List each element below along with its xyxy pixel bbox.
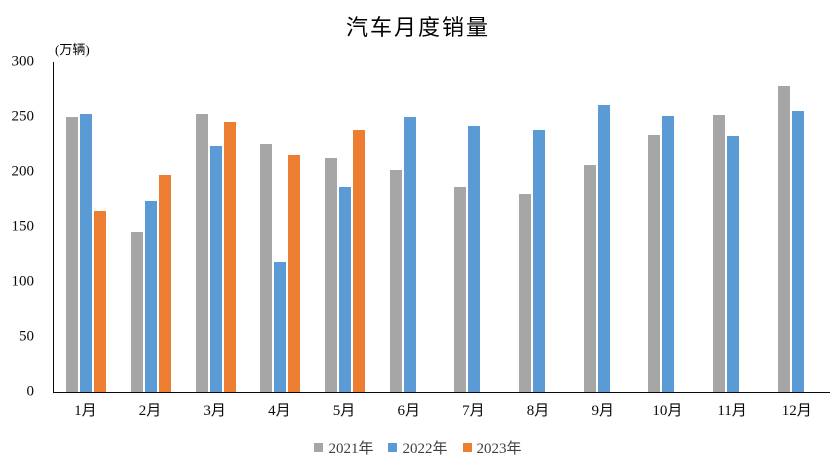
legend-label: 2021年 <box>328 441 374 457</box>
legend-swatch-icon <box>314 443 324 452</box>
bar-2023年-1月 <box>94 210 107 392</box>
bar-2022年-11月 <box>727 135 740 392</box>
x-axis-label-12月: 12月 <box>781 403 812 419</box>
bar-2022年-8月 <box>533 129 546 392</box>
y-axis-ticks: 0 50 100 150 200 250 300 <box>0 54 35 399</box>
bar-group-1月 <box>54 62 119 392</box>
y-tick-label-250: 250 <box>11 108 35 125</box>
x-axis-label-3月: 3月 <box>203 403 226 419</box>
y-tick-label-200: 200 <box>11 163 35 180</box>
legend-label: 2022年 <box>402 441 448 457</box>
x-axis-labels: 1月 2月 3月 4月 5月 6月 7月 8月 9月 10月 11月 12月 <box>53 399 829 420</box>
bar-2022年-5月 <box>339 187 352 392</box>
y-tick-label-150: 150 <box>11 218 35 235</box>
x-axis-label-4月: 4月 <box>268 403 291 419</box>
bar-2022年-3月 <box>209 146 222 392</box>
bar-group-3月 <box>183 62 248 392</box>
bar-2022年-2月 <box>145 200 157 392</box>
chart-title: 汽车月度销量 <box>345 15 490 40</box>
bar-group-6月 <box>377 62 442 392</box>
legend-item-2021年[interactable]: 2021年 <box>314 437 373 458</box>
bar-2022年-9月 <box>597 104 610 392</box>
bar-group-12月 <box>765 62 830 392</box>
y-tick-label-100: 100 <box>11 273 35 290</box>
bar-2022年-10月 <box>662 116 675 392</box>
bar-2023年-3月 <box>223 122 236 392</box>
bar-group-9月 <box>571 62 636 392</box>
x-axis-label-7月: 7月 <box>462 403 485 419</box>
legend-swatch-icon <box>462 443 472 452</box>
bar-2021年-4月 <box>260 144 273 392</box>
plot-area <box>53 62 830 393</box>
bar-2021年-9月 <box>583 164 596 392</box>
bar-group-2月 <box>119 62 184 392</box>
bar-2021年-11月 <box>713 114 726 392</box>
x-axis-label-10月: 10月 <box>652 403 683 419</box>
bar-2021年-12月 <box>777 85 790 392</box>
bar-2022年-7月 <box>468 125 481 392</box>
bar-2021年-7月 <box>454 186 467 392</box>
bar-2021年-8月 <box>519 194 532 392</box>
bar-2021年-6月 <box>389 170 402 392</box>
bar-2022年-4月 <box>274 262 287 392</box>
y-axis-unit-label: (万辆) <box>55 42 90 57</box>
bar-2022年-1月 <box>80 113 93 392</box>
x-axis-label-9月: 9月 <box>591 403 614 419</box>
y-tick-label-300: 300 <box>11 53 35 70</box>
bar-2023年-4月 <box>288 154 301 392</box>
legend: 2021年 2022年 2023年 <box>0 437 836 458</box>
bar-2021年-3月 <box>195 114 208 392</box>
x-axis-label-8月: 8月 <box>526 403 550 419</box>
bar-2023年-5月 <box>353 129 366 392</box>
bar-group-5月 <box>313 62 378 392</box>
bar-group-4月 <box>248 62 313 392</box>
bar-2022年-6月 <box>403 116 416 392</box>
x-axis-label-5月: 5月 <box>332 403 356 419</box>
legend-item-2023年[interactable]: 2023年 <box>462 437 522 458</box>
bar-2021年-2月 <box>131 231 143 392</box>
bar-group-11月 <box>701 62 766 392</box>
bar-group-8月 <box>507 62 572 392</box>
legend-item-2022年[interactable]: 2022年 <box>388 437 448 458</box>
legend-swatch-icon <box>388 443 398 452</box>
bar-group-10月 <box>636 62 701 392</box>
bar-2021年-10月 <box>648 135 661 392</box>
bar-2022年-12月 <box>791 110 804 392</box>
y-tick-label-0: 0 <box>26 383 35 400</box>
x-axis-label-11月: 11月 <box>717 403 747 419</box>
bar-2023年-2月 <box>159 174 171 392</box>
y-tick-label-50: 50 <box>19 328 34 345</box>
bar-2021年-1月 <box>66 116 79 392</box>
x-axis-label-6月: 6月 <box>397 403 420 419</box>
x-axis-label-1月: 1月 <box>74 403 97 419</box>
x-axis-label-2月: 2月 <box>138 403 162 419</box>
legend-label: 2023年 <box>476 441 522 457</box>
bar-group-7月 <box>442 62 507 392</box>
bar-2021年-5月 <box>325 157 338 392</box>
